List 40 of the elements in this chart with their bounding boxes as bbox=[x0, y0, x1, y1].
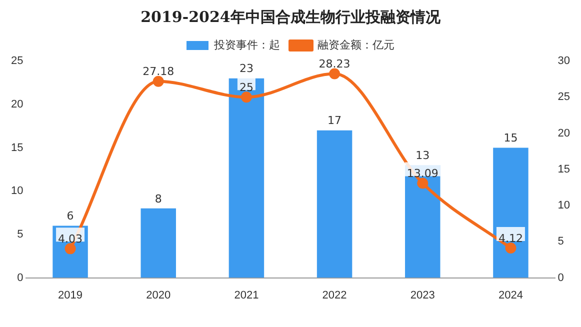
y-tick-label: 0 bbox=[17, 272, 24, 284]
data-label: 13 bbox=[416, 148, 430, 162]
bar bbox=[140, 208, 176, 278]
data-label: 27.18 bbox=[142, 65, 174, 78]
legend-label: 投资事件：起 bbox=[213, 38, 280, 52]
y-tick-label: 5 bbox=[17, 228, 24, 240]
bar bbox=[228, 78, 264, 278]
point bbox=[240, 92, 252, 103]
y2-tick-label: 30 bbox=[558, 55, 570, 68]
x-tick-label: 2021 bbox=[234, 289, 259, 302]
point bbox=[505, 242, 516, 254]
data-label: 15 bbox=[504, 132, 518, 145]
y-tick-label: 25 bbox=[10, 55, 24, 68]
data-label: 8 bbox=[154, 192, 162, 206]
data-label: 28.23 bbox=[318, 58, 350, 71]
y2-tick-label: 10 bbox=[558, 200, 570, 212]
chart-title: 2019-2024年中国合成生物行业投融资情况 bbox=[140, 8, 442, 28]
bar bbox=[493, 148, 528, 278]
y-tick-label: 10 bbox=[10, 185, 24, 198]
point bbox=[417, 178, 428, 189]
point bbox=[64, 243, 76, 254]
y-tick-label: 15 bbox=[10, 142, 24, 154]
legend-label: 融资金额：亿元 bbox=[318, 38, 394, 52]
data-label: 6 bbox=[66, 210, 74, 223]
x-tick-label: 2022 bbox=[322, 289, 347, 302]
x-tick-label: 2020 bbox=[146, 289, 171, 302]
point bbox=[152, 76, 164, 87]
x-tick-label: 2024 bbox=[498, 289, 523, 302]
y2-tick-label: 5 bbox=[558, 236, 564, 248]
point bbox=[329, 68, 340, 80]
y-tick-label: 20 bbox=[10, 98, 24, 110]
x-tick-label: 2019 bbox=[58, 289, 83, 302]
data-label: 23 bbox=[239, 62, 254, 76]
data-label: 17 bbox=[328, 114, 342, 128]
x-tick-label: 2023 bbox=[410, 289, 435, 302]
y2-tick-label: 25 bbox=[558, 91, 570, 104]
y2-tick-label: 20 bbox=[558, 127, 570, 140]
bar bbox=[316, 130, 352, 278]
y2-tick-label: 0 bbox=[558, 272, 564, 284]
y2-tick-label: 15 bbox=[558, 163, 570, 176]
